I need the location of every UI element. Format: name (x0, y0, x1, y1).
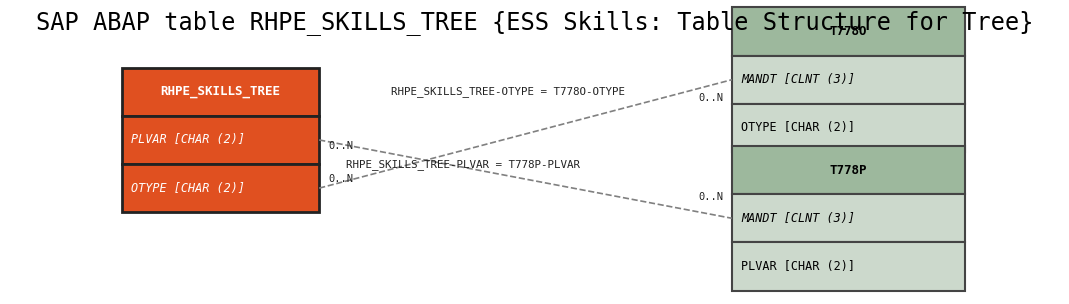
Text: SAP ABAP table RHPE_SKILLS_TREE {ESS Skills: Table Structure for Tree}: SAP ABAP table RHPE_SKILLS_TREE {ESS Ski… (35, 10, 1034, 35)
FancyBboxPatch shape (732, 146, 965, 194)
FancyBboxPatch shape (732, 7, 965, 56)
Text: T778O: T778O (830, 25, 867, 38)
Text: MANDT [CLNT (3)]: MANDT [CLNT (3)] (741, 73, 855, 86)
FancyBboxPatch shape (732, 242, 965, 291)
Text: MANDT [CLNT (3)]: MANDT [CLNT (3)] (741, 212, 855, 225)
FancyBboxPatch shape (732, 104, 965, 152)
FancyBboxPatch shape (122, 116, 320, 164)
FancyBboxPatch shape (122, 164, 320, 212)
Text: RHPE_SKILLS_TREE-PLVAR = T778P-PLVAR: RHPE_SKILLS_TREE-PLVAR = T778P-PLVAR (345, 159, 579, 170)
Text: 0..N: 0..N (328, 174, 353, 184)
Text: OTYPE [CHAR (2)]: OTYPE [CHAR (2)] (741, 121, 855, 134)
FancyBboxPatch shape (732, 194, 965, 242)
Text: 0..N: 0..N (698, 93, 723, 103)
Text: 0..N: 0..N (698, 192, 723, 202)
Text: RHPE_SKILLS_TREE-OTYPE = T778O-OTYPE: RHPE_SKILLS_TREE-OTYPE = T778O-OTYPE (390, 86, 624, 97)
Text: 0..N: 0..N (328, 141, 353, 151)
Text: OTYPE [CHAR (2)]: OTYPE [CHAR (2)] (130, 182, 245, 195)
Text: PLVAR [CHAR (2)]: PLVAR [CHAR (2)] (741, 260, 855, 273)
Text: PLVAR [CHAR (2)]: PLVAR [CHAR (2)] (130, 133, 245, 147)
FancyBboxPatch shape (732, 56, 965, 104)
FancyBboxPatch shape (122, 68, 320, 116)
Text: T778P: T778P (830, 164, 867, 177)
Text: RHPE_SKILLS_TREE: RHPE_SKILLS_TREE (160, 85, 280, 98)
